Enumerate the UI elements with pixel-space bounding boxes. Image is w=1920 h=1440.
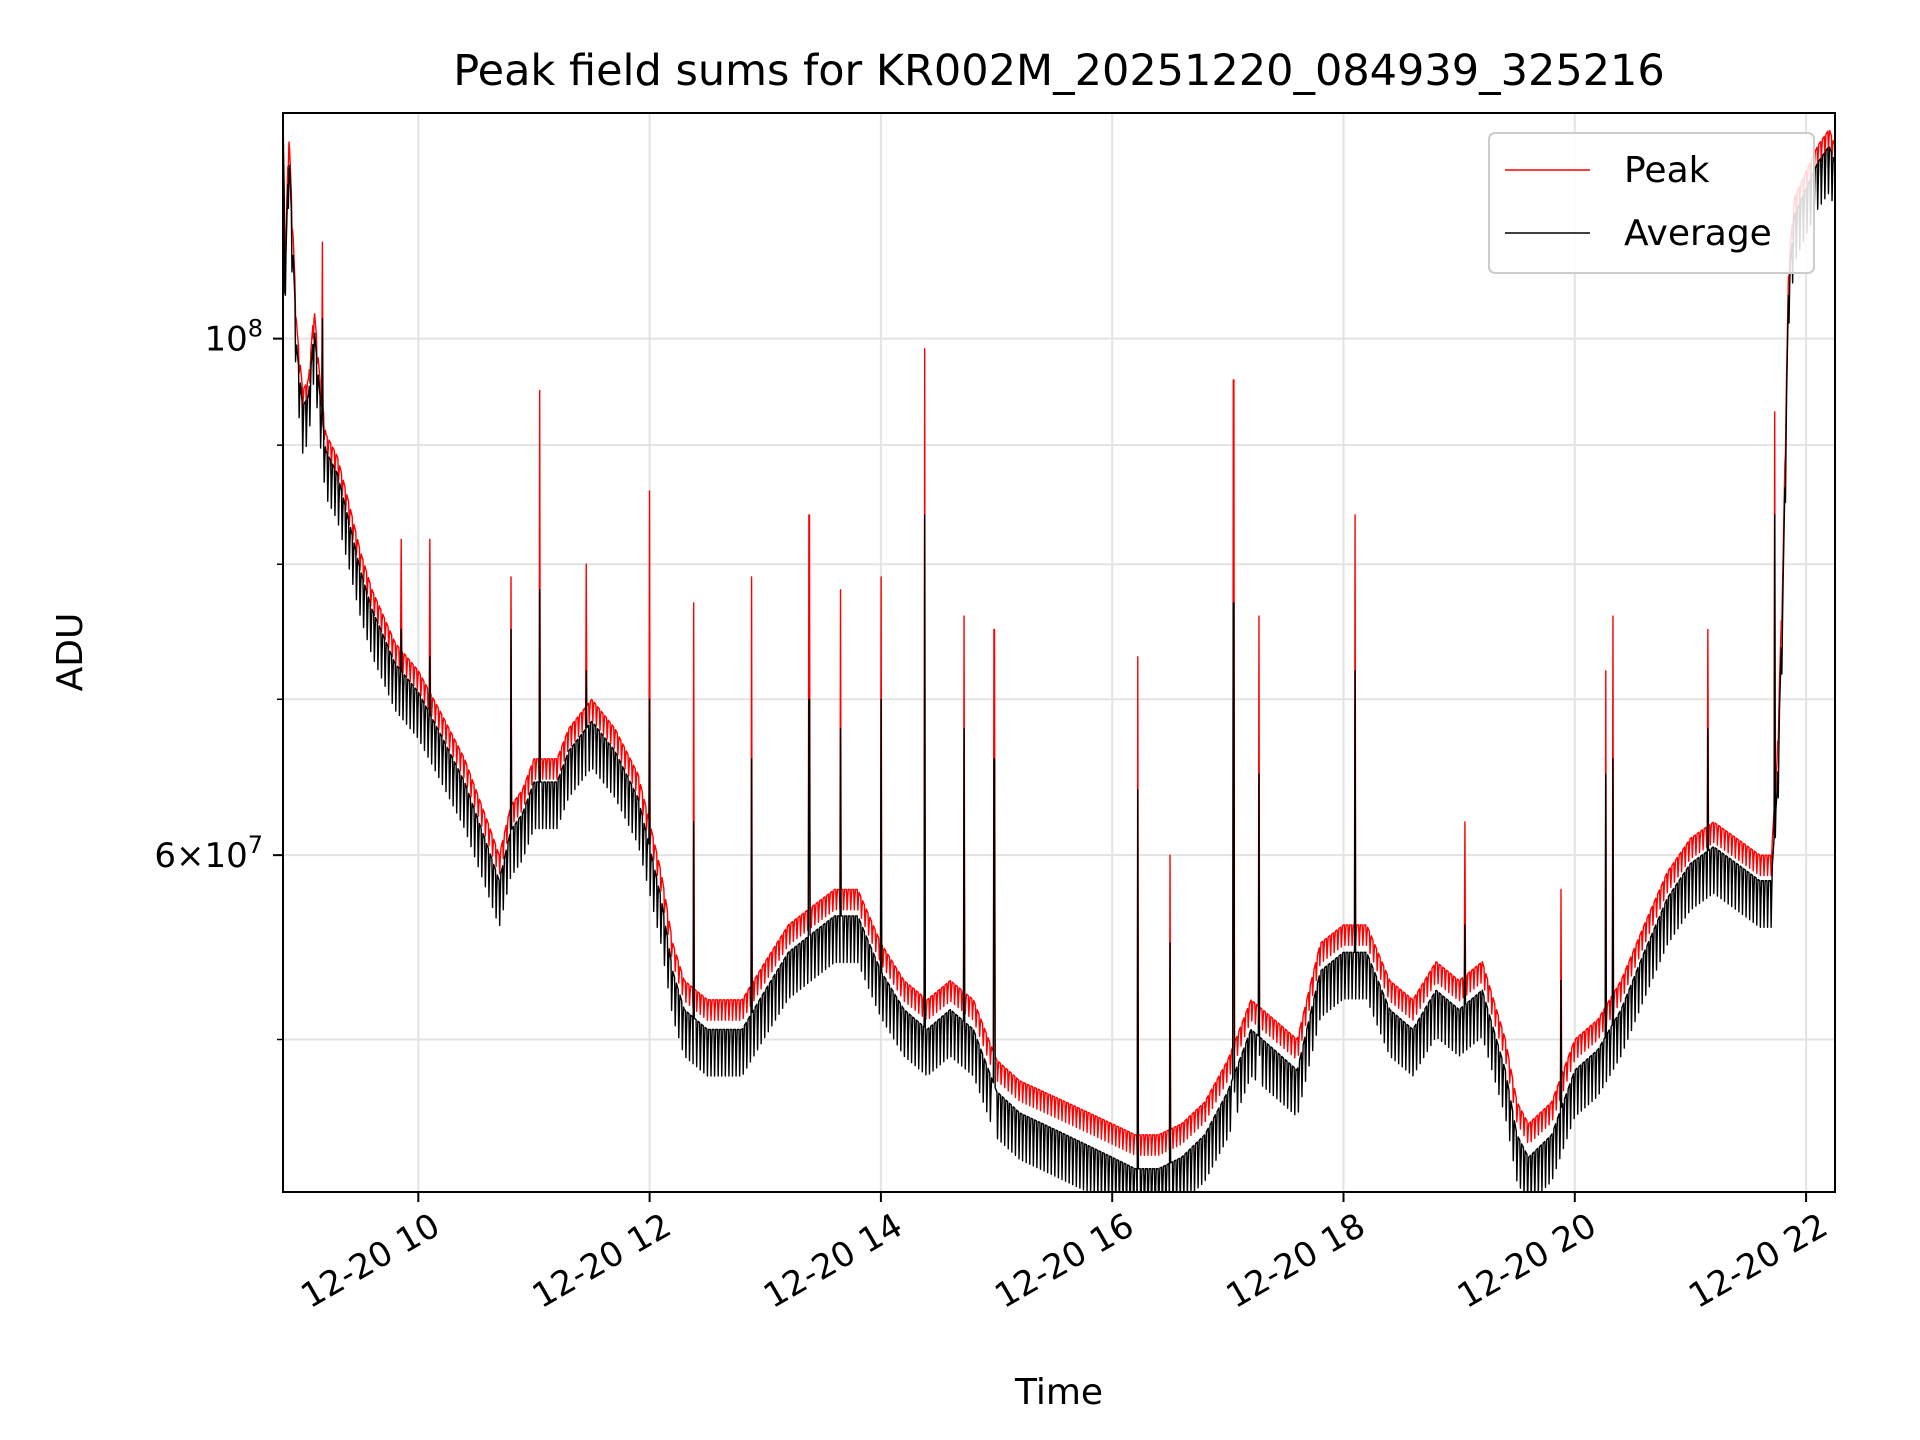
y-axis-label: ADU	[50, 613, 91, 692]
y-tick-label: 108	[204, 315, 263, 360]
y-tick-label: 6×107	[154, 831, 263, 876]
legend: Peak Average	[1488, 132, 1815, 274]
x-axis-label: Time	[1014, 1372, 1103, 1413]
series-line-average	[283, 129, 1835, 1192]
legend-box	[1488, 132, 1815, 274]
series-lines	[283, 113, 1835, 1192]
legend-peak-label: Peak	[1624, 150, 1710, 191]
plot-frame	[282, 112, 1836, 1193]
series-line-peak	[283, 113, 1835, 1156]
legend-average-label: Average	[1624, 213, 1772, 254]
chart-title: Peak field sums for KR002M_20251220_0849…	[453, 46, 1665, 96]
